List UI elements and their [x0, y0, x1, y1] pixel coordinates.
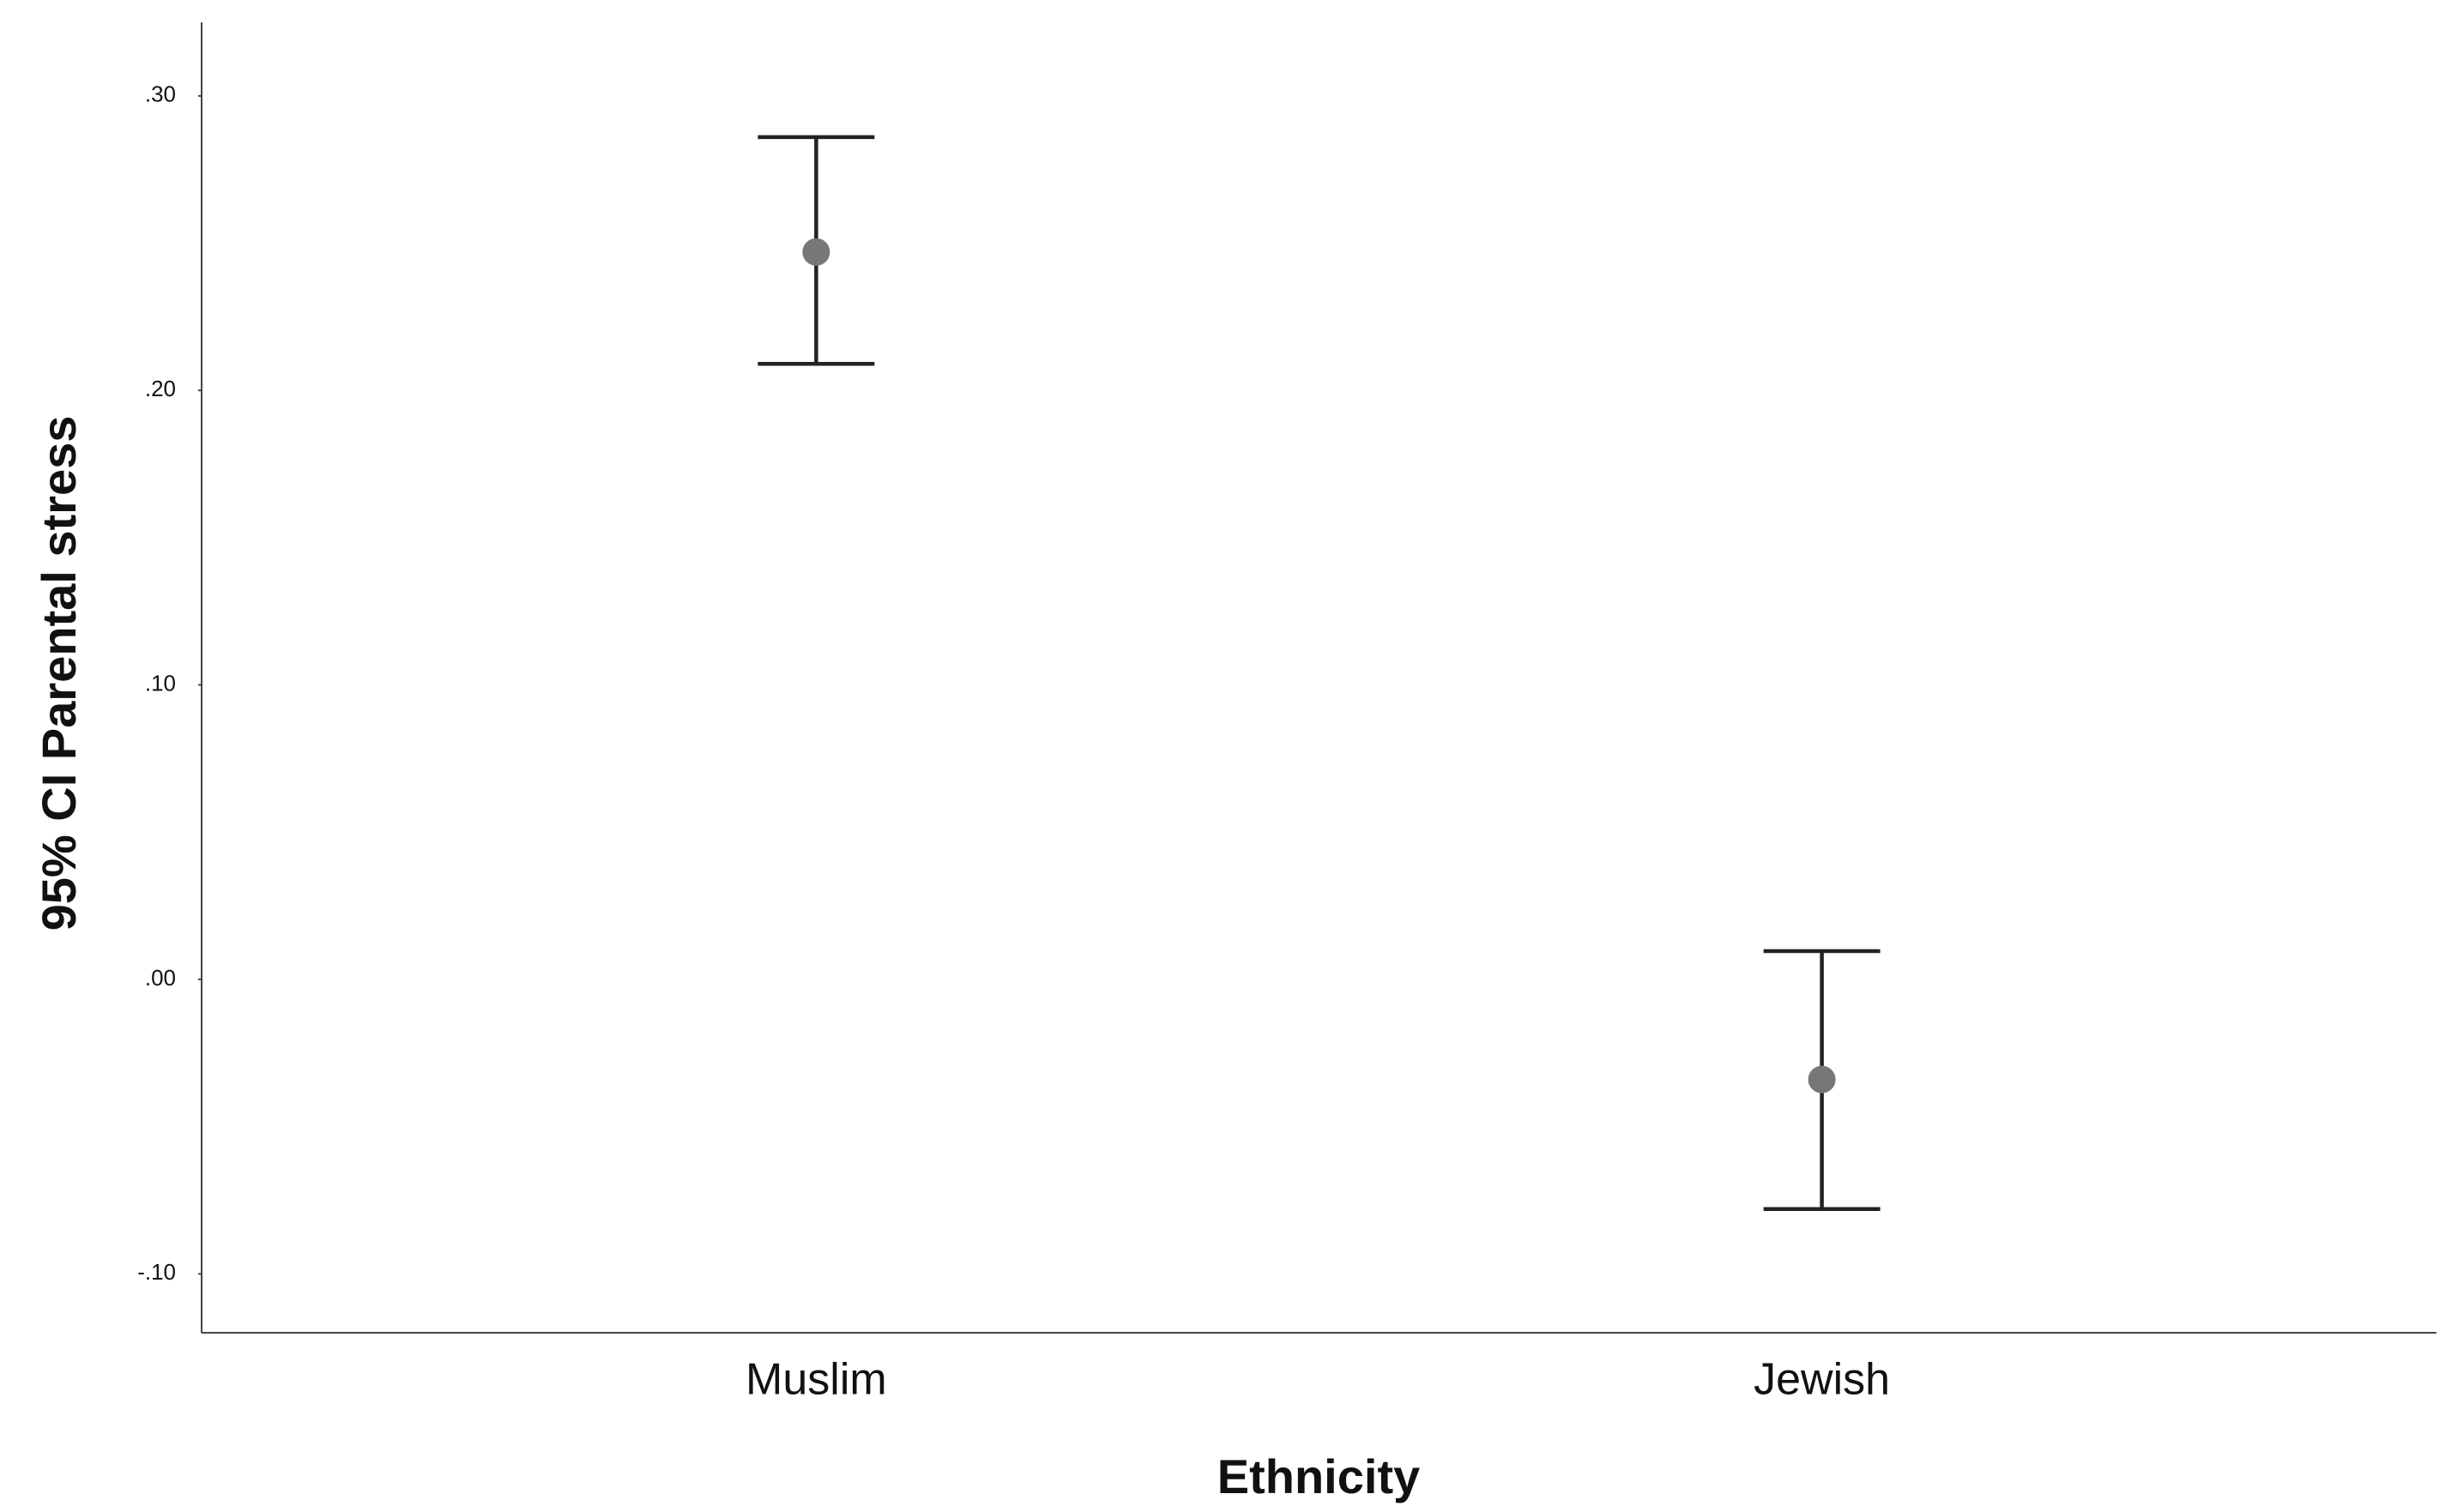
y-tick-label: .10	[145, 670, 176, 696]
y-tick-label: -.10	[137, 1259, 176, 1285]
x-tick-label: Muslim	[746, 1355, 887, 1405]
mean-point	[802, 238, 830, 266]
y-tick-label: .30	[145, 81, 176, 107]
y-tick-label: .20	[145, 376, 176, 401]
mean-point	[1808, 1065, 1836, 1093]
x-tick-label: Jewish	[1754, 1355, 1890, 1405]
y-axis-title: 95% CI Parental stress	[32, 416, 86, 931]
y-tick-label: .00	[145, 965, 176, 991]
x-axis-title: Ethnicity	[1217, 1449, 1420, 1503]
